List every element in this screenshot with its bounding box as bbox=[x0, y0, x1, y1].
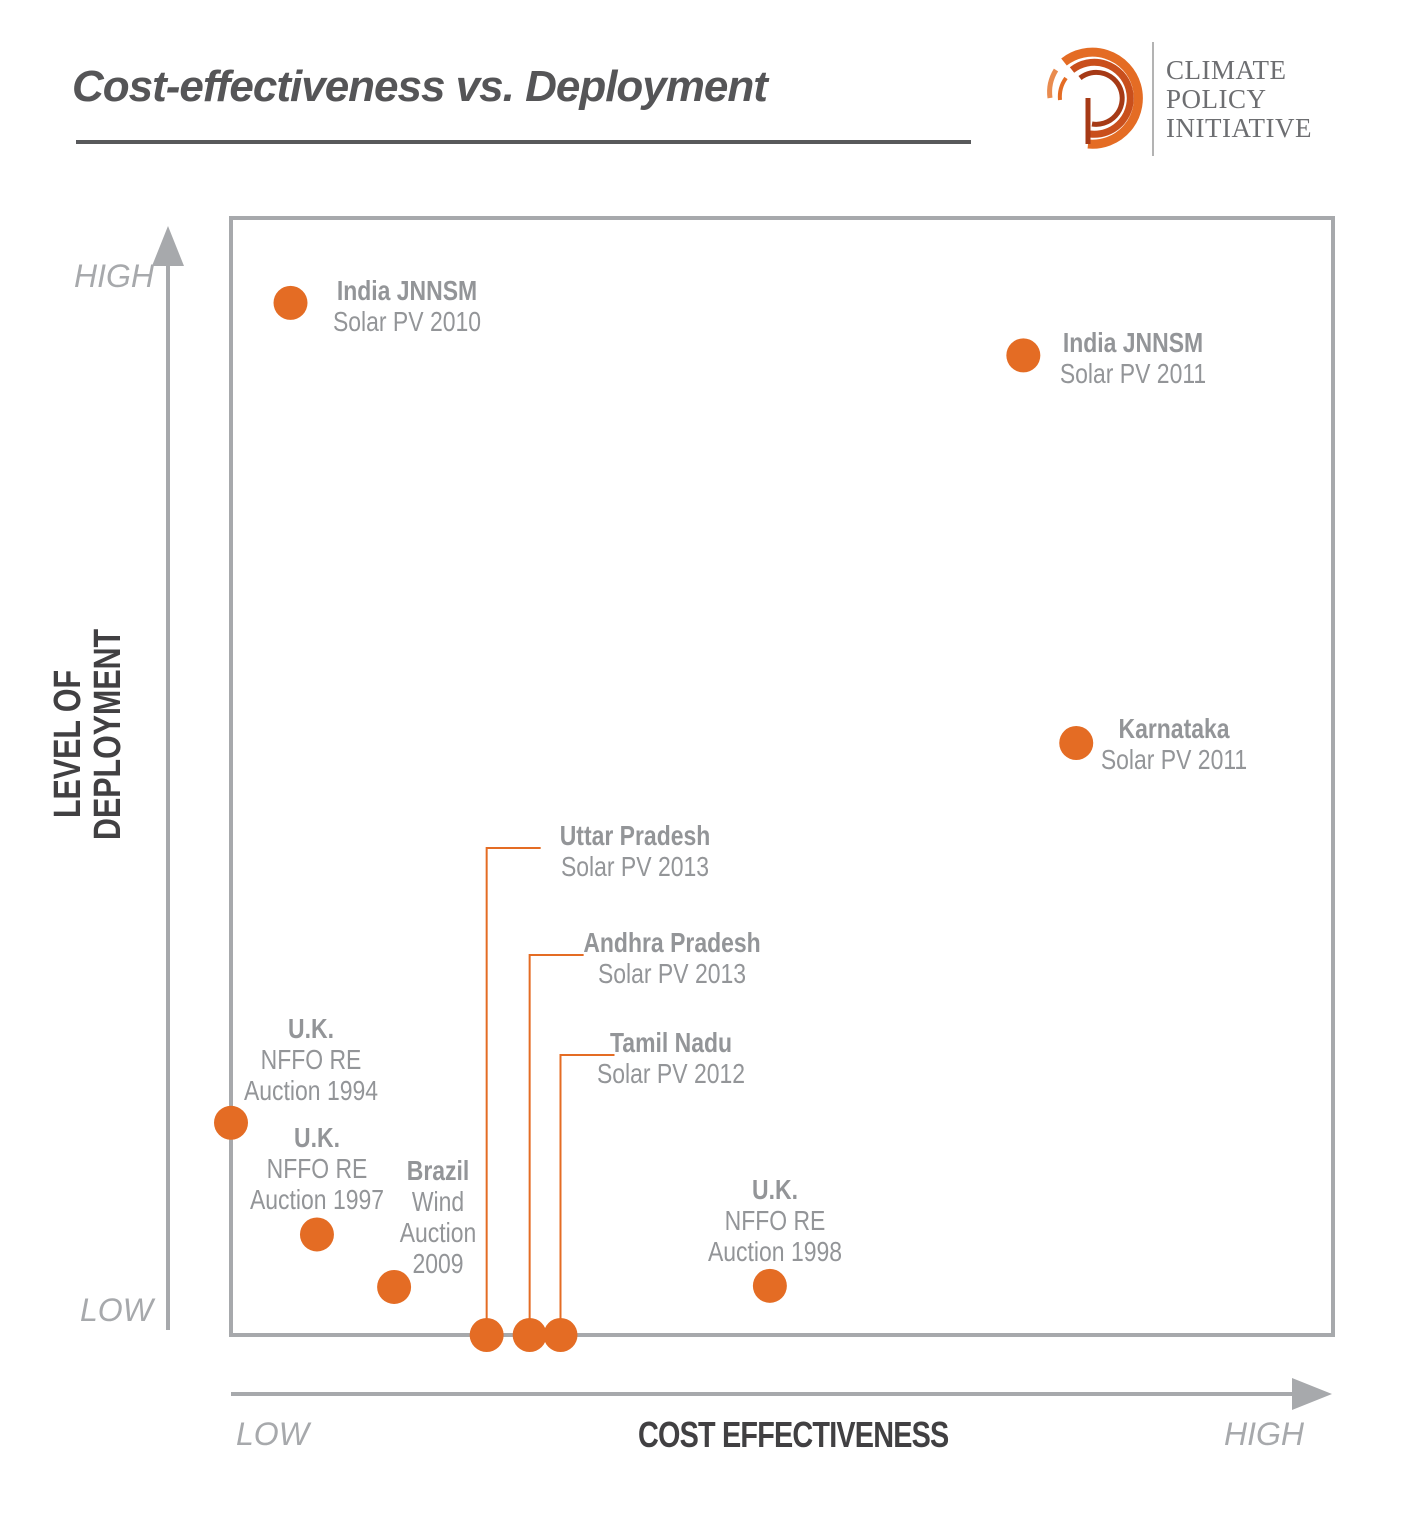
point-label-detail: NFFO RE bbox=[266, 1153, 368, 1185]
data-point bbox=[299, 1217, 334, 1252]
logo-swirl-icon bbox=[1047, 47, 1143, 149]
x-axis-arrow bbox=[231, 1378, 1332, 1410]
title-underline bbox=[76, 140, 971, 144]
point-label: India JNNSM Solar PV 2011 bbox=[1010, 327, 1256, 389]
data-points bbox=[214, 285, 1094, 1352]
data-point bbox=[512, 1318, 547, 1352]
point-label-name: Tamil Nadu bbox=[610, 1027, 733, 1058]
point-label-name: U.K. bbox=[751, 1173, 798, 1205]
data-point bbox=[752, 1268, 787, 1303]
climate-policy-initiative-logo: CLIMATE POLICY INITIATIVE bbox=[1036, 40, 1336, 160]
data-point bbox=[469, 1318, 504, 1352]
x-axis-title: COST EFFECTIVENESS bbox=[638, 1414, 949, 1455]
point-label-name: Brazil bbox=[406, 1154, 470, 1186]
data-point bbox=[273, 285, 308, 320]
point-label: Tamil Nadu Solar PV 2012 bbox=[548, 1027, 794, 1089]
point-label-detail: Solar PV 2013 bbox=[597, 958, 746, 989]
y-axis-high-label: HIGH bbox=[74, 258, 154, 294]
point-label-detail: Auction 1997 bbox=[249, 1184, 384, 1216]
point-label: Andhra Pradesh Solar PV 2013 bbox=[549, 927, 795, 989]
leader-line bbox=[559, 1054, 615, 1335]
y-axis-title-line-2: DEPLOYMENT bbox=[87, 628, 129, 840]
point-label: Uttar Pradesh Solar PV 2013 bbox=[512, 820, 758, 882]
data-point bbox=[1006, 338, 1041, 373]
chart-title: Cost-effectiveness vs. Deployment bbox=[72, 62, 768, 111]
point-label-detail: Auction bbox=[399, 1216, 477, 1248]
point-label-name: Andhra Pradesh bbox=[582, 927, 761, 958]
point-label-name: India JNNSM bbox=[336, 274, 477, 306]
point-label-detail: NFFO RE bbox=[724, 1204, 826, 1236]
plot-frame bbox=[229, 216, 1335, 1337]
x-axis-low-label: LOW bbox=[236, 1416, 309, 1452]
point-label-name: Karnataka bbox=[1118, 712, 1230, 744]
leader-line bbox=[528, 954, 584, 1335]
point-label-detail: Solar PV 2013 bbox=[560, 851, 709, 882]
point-label-detail: Auction 1994 bbox=[243, 1074, 379, 1106]
y-axis-low-label: LOW bbox=[80, 1292, 153, 1328]
y-axis-title: LEVEL OF DEPLOYMENT bbox=[47, 628, 129, 840]
leader-lines bbox=[485, 847, 615, 1335]
point-label: Brazil Wind Auction 2009 bbox=[315, 1155, 561, 1279]
point-label-name: U.K. bbox=[293, 1122, 340, 1154]
point-label-detail: Wind bbox=[411, 1185, 465, 1217]
point-label-detail: Solar PV 2011 bbox=[1101, 743, 1248, 775]
point-label-detail: 2009 bbox=[412, 1247, 464, 1279]
x-axis-high-label: HIGH bbox=[1224, 1416, 1304, 1452]
data-point bbox=[543, 1318, 578, 1352]
leader-line bbox=[485, 847, 541, 1335]
point-label-name: Uttar Pradesh bbox=[559, 820, 710, 851]
point-label: U.K. NFFO RE Auction 1997 bbox=[194, 1122, 440, 1215]
point-label-detail: Solar PV 2010 bbox=[332, 305, 481, 337]
point-label: U.K. NFFO RE Auction 1994 bbox=[188, 1013, 434, 1106]
logo-divider bbox=[1152, 42, 1154, 156]
logo-line-1: CLIMATE bbox=[1166, 55, 1287, 85]
point-label-detail: Solar PV 2011 bbox=[1060, 358, 1207, 390]
point-label-name: India JNNSM bbox=[1063, 327, 1204, 359]
data-point bbox=[214, 1105, 248, 1140]
y-axis-title-wrap: LEVEL OF DEPLOYMENT bbox=[47, 628, 138, 840]
point-label-detail: NFFO RE bbox=[260, 1043, 362, 1075]
point-label-name: U.K. bbox=[288, 1012, 334, 1044]
point-label: Karnataka Solar PV 2011 bbox=[1051, 713, 1297, 775]
point-label: U.K. NFFO RE Auction 1998 bbox=[652, 1174, 898, 1267]
point-label: India JNNSM Solar PV 2010 bbox=[284, 275, 530, 337]
point-label-detail: Auction 1998 bbox=[707, 1235, 842, 1267]
logo-line-2: POLICY bbox=[1166, 84, 1267, 114]
data-point bbox=[377, 1269, 412, 1304]
y-axis-arrow bbox=[152, 226, 184, 1330]
point-label-detail: Solar PV 2012 bbox=[597, 1058, 746, 1089]
logo-line-3: INITIATIVE bbox=[1166, 113, 1312, 143]
data-point bbox=[1059, 725, 1094, 760]
logo-wordmark: CLIMATE POLICY INITIATIVE bbox=[1166, 56, 1312, 143]
y-axis-title-line-1: LEVEL OF bbox=[47, 669, 89, 819]
